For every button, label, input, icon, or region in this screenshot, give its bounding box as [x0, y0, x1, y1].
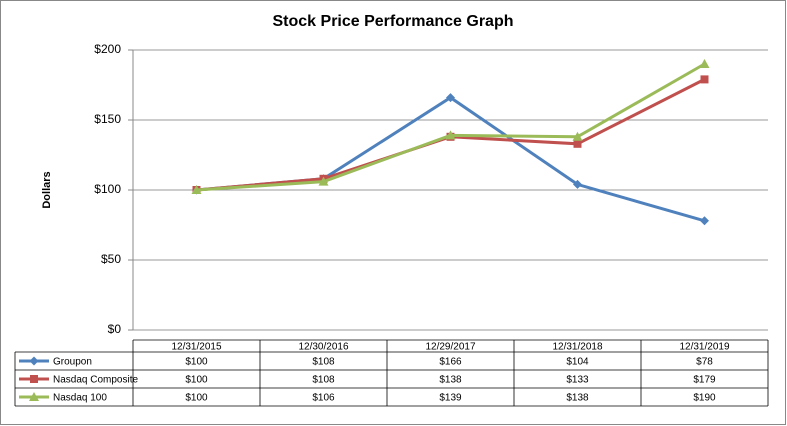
table-value: $100: [185, 393, 208, 404]
legend-label: Nasdaq Composite: [53, 375, 138, 386]
marker: [700, 216, 709, 226]
marker: [191, 185, 202, 194]
table-value: $100: [185, 375, 208, 386]
marker: [318, 176, 329, 186]
marker: [573, 139, 582, 148]
y-tick-label: $150: [94, 112, 121, 126]
y-tick-label: $200: [94, 42, 121, 56]
x-tick-label: 12/29/2017: [425, 342, 475, 353]
table-value: $190: [693, 393, 716, 404]
table-value: $138: [439, 375, 462, 386]
legend-label: Groupon: [53, 357, 92, 368]
marker: [446, 93, 455, 103]
legend-marker: [30, 375, 38, 383]
marker: [573, 179, 582, 189]
legend-marker: [29, 356, 39, 366]
x-tick-label: 12/30/2016: [298, 342, 348, 353]
chart-title: Stock Price Performance Graph: [273, 13, 514, 30]
x-tick-label: 12/31/2019: [679, 342, 729, 353]
table-value: $166: [439, 357, 462, 368]
table-value: $139: [439, 393, 462, 404]
table-value: $138: [566, 393, 589, 404]
y-tick-label: $50: [101, 252, 121, 266]
table-value: $133: [566, 375, 589, 386]
x-tick-label: 12/31/2015: [171, 342, 221, 353]
x-tick-label: 12/31/2018: [552, 342, 602, 353]
table-value: $108: [312, 375, 335, 386]
table-value: $100: [185, 357, 208, 368]
table-value: $104: [566, 357, 589, 368]
marker: [445, 130, 456, 140]
marker: [699, 59, 710, 68]
table-value: $108: [312, 357, 335, 368]
legend-label: Nasdaq 100: [53, 393, 107, 404]
table-value: $106: [312, 393, 335, 404]
table-value: $78: [696, 357, 713, 368]
marker: [700, 75, 709, 84]
marker: [572, 131, 583, 141]
y-tick-label: $0: [108, 322, 122, 336]
y-tick-label: $100: [94, 182, 121, 196]
table-value: $179: [693, 375, 716, 386]
legend-marker: [29, 392, 39, 401]
y-axis-label: Dollars: [41, 171, 53, 208]
